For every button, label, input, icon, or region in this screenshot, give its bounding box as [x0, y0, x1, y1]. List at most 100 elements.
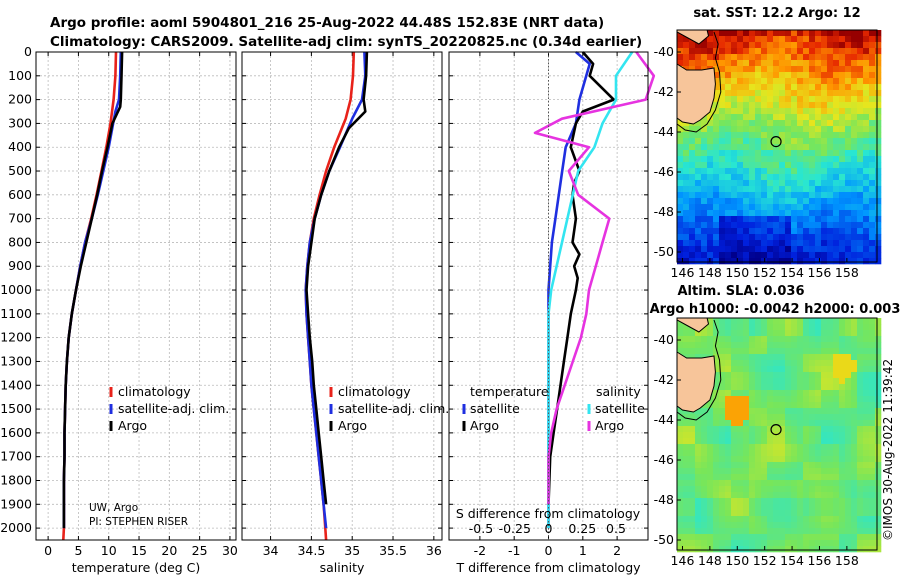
map-cell	[863, 84, 870, 91]
map-cell	[719, 180, 726, 187]
map-cell	[767, 54, 774, 61]
map-cell	[773, 168, 780, 175]
map-cell	[809, 114, 816, 121]
map-cell	[821, 360, 828, 367]
map-cell	[695, 498, 702, 505]
map-cell	[863, 474, 870, 481]
map-cell	[815, 240, 822, 247]
map-cell	[743, 144, 750, 151]
map-cell	[779, 330, 786, 337]
map-cell	[731, 366, 738, 373]
map-cell	[767, 324, 774, 331]
map-cell	[851, 492, 858, 499]
map-cell	[809, 504, 816, 511]
map-cell	[785, 336, 792, 343]
map-cell	[785, 258, 792, 265]
map-cell	[821, 348, 828, 355]
map-cell	[875, 258, 882, 265]
map-cell	[839, 126, 846, 133]
map-cell	[779, 420, 786, 427]
map-cell	[857, 468, 864, 475]
map-cell	[827, 402, 834, 409]
map-cell	[803, 498, 810, 505]
map-cell	[779, 96, 786, 103]
map-cell	[689, 144, 696, 151]
map-cell	[833, 330, 840, 337]
map-cell	[809, 474, 816, 481]
map-cell	[737, 504, 744, 511]
map-cell	[797, 234, 804, 241]
map-cell	[845, 438, 852, 445]
map-cell	[809, 234, 816, 241]
map-cell	[779, 42, 786, 49]
map-cell	[767, 96, 774, 103]
map-cell	[779, 198, 786, 205]
map-cell	[737, 372, 744, 379]
map-cell	[779, 342, 786, 349]
map-cell	[749, 414, 756, 421]
map-cell	[749, 78, 756, 85]
map-cell	[851, 60, 858, 67]
map-cell	[725, 108, 732, 115]
map-cell	[731, 414, 738, 421]
map-cell	[827, 30, 834, 37]
map-cell	[791, 192, 798, 199]
map-cell	[815, 120, 822, 127]
map-cell	[791, 390, 798, 397]
map-cell	[701, 186, 708, 193]
map-cell	[689, 210, 696, 217]
map-cell	[785, 120, 792, 127]
map-cell	[719, 246, 726, 253]
map-cell	[773, 528, 780, 535]
map-cell	[857, 90, 864, 97]
map-cell	[827, 360, 834, 367]
map-cell	[719, 474, 726, 481]
map-cell	[677, 534, 684, 541]
map-cell	[815, 30, 822, 37]
map-cell	[767, 162, 774, 169]
map-cell	[749, 474, 756, 481]
map-cell	[755, 420, 762, 427]
map-cell	[749, 348, 756, 355]
map-cell	[689, 432, 696, 439]
map-cell	[743, 252, 750, 259]
map-cell	[869, 42, 876, 49]
map-cell	[827, 174, 834, 181]
map-cell	[767, 474, 774, 481]
map-cell	[803, 336, 810, 343]
map-cell	[719, 318, 726, 325]
map-cell	[797, 474, 804, 481]
map-cell	[845, 540, 852, 547]
map-cell	[785, 48, 792, 55]
map-cell	[677, 546, 684, 553]
map-cell	[827, 90, 834, 97]
map-cell	[875, 426, 882, 433]
map-cell	[731, 186, 738, 193]
map-cell	[767, 516, 774, 523]
map-cell	[833, 348, 840, 355]
map-cell	[857, 396, 864, 403]
map-cell	[809, 348, 816, 355]
map-cell	[821, 66, 828, 73]
map-cell	[845, 528, 852, 535]
map-cell	[743, 504, 750, 511]
map-cell	[809, 144, 816, 151]
map-cell	[755, 120, 762, 127]
map-cell	[707, 318, 714, 325]
map-cell	[713, 390, 720, 397]
map-cell	[773, 234, 780, 241]
map-cell	[833, 426, 840, 433]
map-cell	[725, 390, 732, 397]
map-cell	[707, 516, 714, 523]
map-cell	[875, 390, 882, 397]
map-cell	[869, 486, 876, 493]
map-cell	[821, 90, 828, 97]
map-cell	[689, 234, 696, 241]
map-cell	[803, 48, 810, 55]
map-cell	[725, 222, 732, 229]
map-cell	[731, 66, 738, 73]
map-cell	[755, 396, 762, 403]
map-cell	[731, 540, 738, 547]
map-cell	[761, 174, 768, 181]
map-cell	[791, 54, 798, 61]
